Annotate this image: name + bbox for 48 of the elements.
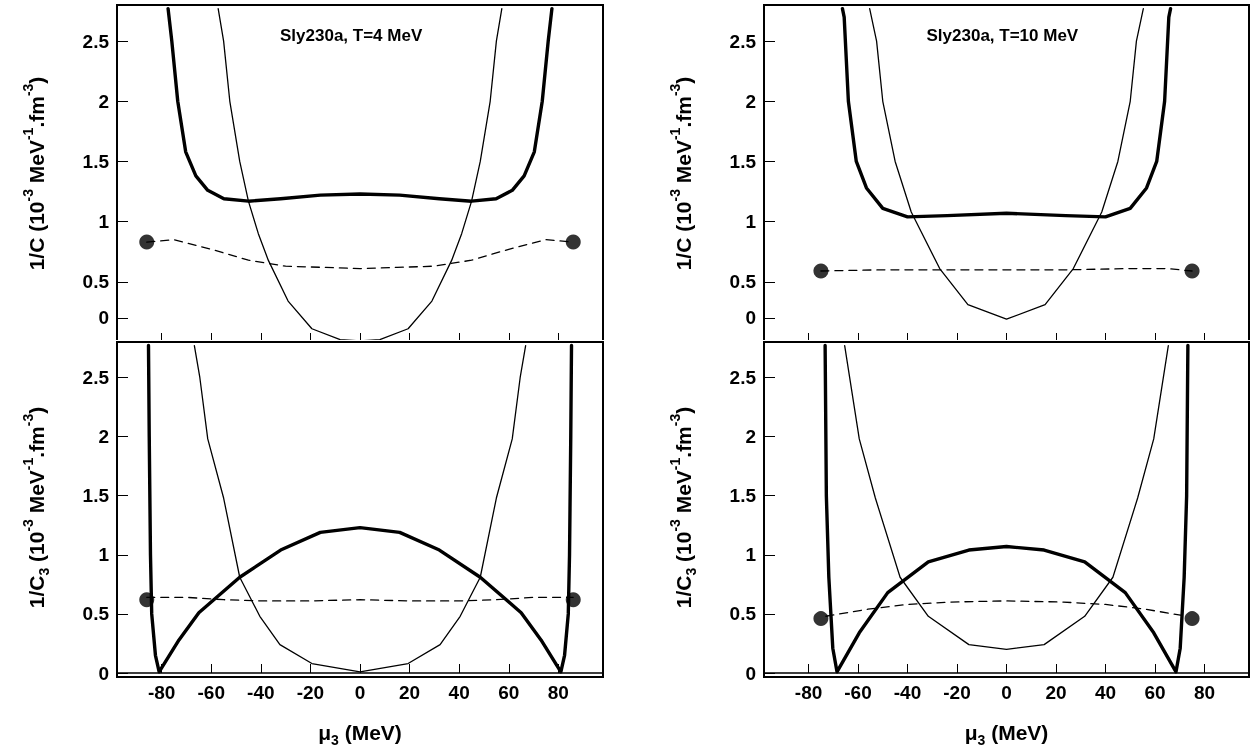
x-tick-label: 0 bbox=[354, 682, 366, 703]
y-axis-title: 1/C (10-3 MeV-1.fm-3) bbox=[20, 76, 48, 271]
x-tick-label: 20 bbox=[399, 682, 421, 703]
x-tick-label: -20 bbox=[943, 682, 971, 703]
x-tick-label: 40 bbox=[448, 682, 470, 703]
annotation: Sly230a, T=10 MeV bbox=[926, 26, 1079, 45]
annotation: Sly230a, T=4 MeV bbox=[280, 26, 423, 45]
y-tick-label: 2 bbox=[745, 90, 756, 112]
y-tick-label: 0 bbox=[98, 307, 109, 329]
y-tick-label: 0.5 bbox=[729, 271, 757, 293]
x-tick-label: 80 bbox=[547, 682, 569, 703]
y-tick-label: 1 bbox=[98, 211, 110, 233]
y-tick-label: 2.5 bbox=[729, 30, 757, 52]
x-tick-label: 60 bbox=[1144, 682, 1166, 703]
x-tick-label: 20 bbox=[1045, 682, 1067, 703]
x-tick-label: 40 bbox=[1094, 682, 1117, 703]
x-tick-label: -80 bbox=[147, 682, 176, 703]
y-tick-label: 1 bbox=[745, 544, 757, 566]
y-tick-label: 0 bbox=[745, 307, 756, 329]
y-tick-label: 2.5 bbox=[82, 366, 110, 388]
x-tick-label: 0 bbox=[1001, 682, 1012, 703]
y-tick-label: 2.5 bbox=[729, 366, 757, 388]
x-tick-label: 80 bbox=[1193, 682, 1216, 703]
x-tick-label: -60 bbox=[197, 682, 225, 703]
y-tick-label: 0 bbox=[745, 662, 756, 684]
y-tick-label: 1 bbox=[745, 211, 757, 233]
x-tick-label: -60 bbox=[844, 682, 872, 703]
x-tick-label: -40 bbox=[247, 682, 275, 703]
text: 1/C3 (10-3 MeV-1.fm-3) bbox=[20, 406, 52, 609]
y-tick-label: 0.5 bbox=[729, 603, 757, 625]
x-tick-label: -40 bbox=[893, 682, 922, 703]
y-tick-label: 1 bbox=[98, 544, 110, 566]
y-tick-label: 1.5 bbox=[729, 485, 757, 507]
y-tick-label: 1.5 bbox=[729, 150, 757, 172]
y-tick-label: 0.5 bbox=[82, 271, 110, 293]
text: 1/C3 (10-3 MeV-1.fm-3) bbox=[667, 406, 699, 609]
y-tick-label: 2 bbox=[745, 426, 756, 448]
y-tick-label: 2.5 bbox=[82, 30, 110, 52]
y-tick-label: 0.5 bbox=[82, 603, 110, 625]
y-tick-label: 1.5 bbox=[82, 150, 110, 172]
y-tick-label: 2 bbox=[98, 90, 109, 112]
x-tick-label: -20 bbox=[296, 682, 325, 703]
y-axis-title: 1/C (10-3 MeV-1.fm-3) bbox=[667, 76, 695, 271]
y-tick-label: 2 bbox=[98, 426, 109, 448]
x-tick-label: 60 bbox=[498, 682, 520, 703]
y-tick-label: 1.5 bbox=[82, 485, 110, 507]
x-tick-label: -80 bbox=[794, 682, 823, 703]
y-tick-label: 0 bbox=[98, 662, 109, 684]
